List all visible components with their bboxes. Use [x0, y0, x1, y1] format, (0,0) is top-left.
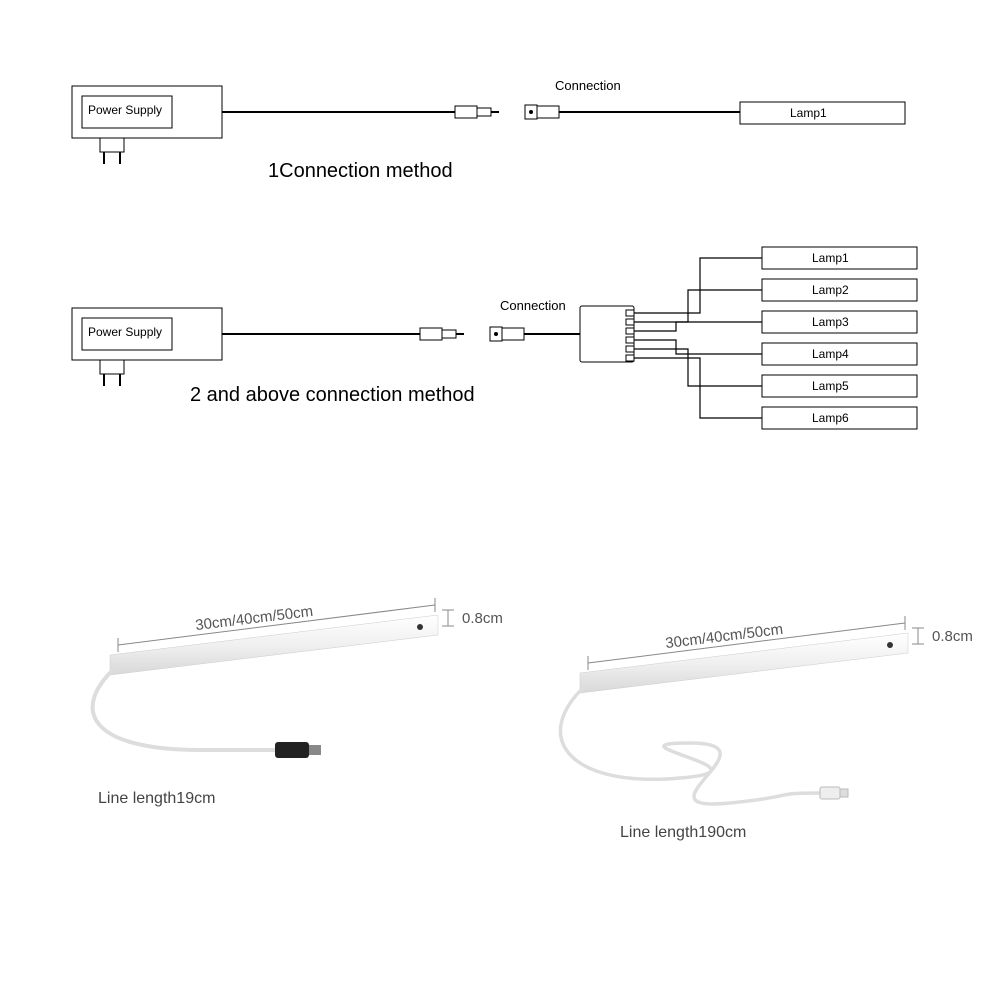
product-left-line: Line length19cm	[98, 790, 215, 808]
product-left-svg	[50, 560, 480, 860]
d1-caption: 1Connection method	[268, 160, 453, 183]
d2-lamp1-label: Lamp1	[812, 251, 849, 265]
d2-caption: 2 and above connection method	[190, 384, 475, 407]
d2-lamp4-label: Lamp4	[812, 347, 849, 361]
product-right-height: 0.8cm	[932, 628, 973, 645]
d2-lamp3-label: Lamp3	[812, 315, 849, 329]
d2-lamp5-label: Lamp5	[812, 379, 849, 393]
d2-lamp6-label: Lamp6	[812, 411, 849, 425]
d2-lamp2-label: Lamp2	[812, 283, 849, 297]
d2-power-supply-label: Power Supply	[88, 325, 162, 339]
d1-connection-label: Connection	[555, 78, 621, 93]
diagram-1-svg	[0, 0, 1000, 520]
d1-power-supply-label: Power Supply	[88, 103, 162, 117]
product-right-line: Line length190cm	[620, 824, 746, 842]
d1-lamp1-label: Lamp1	[790, 106, 827, 120]
product-left-height: 0.8cm	[462, 610, 503, 627]
d2-connection-label: Connection	[500, 298, 566, 313]
